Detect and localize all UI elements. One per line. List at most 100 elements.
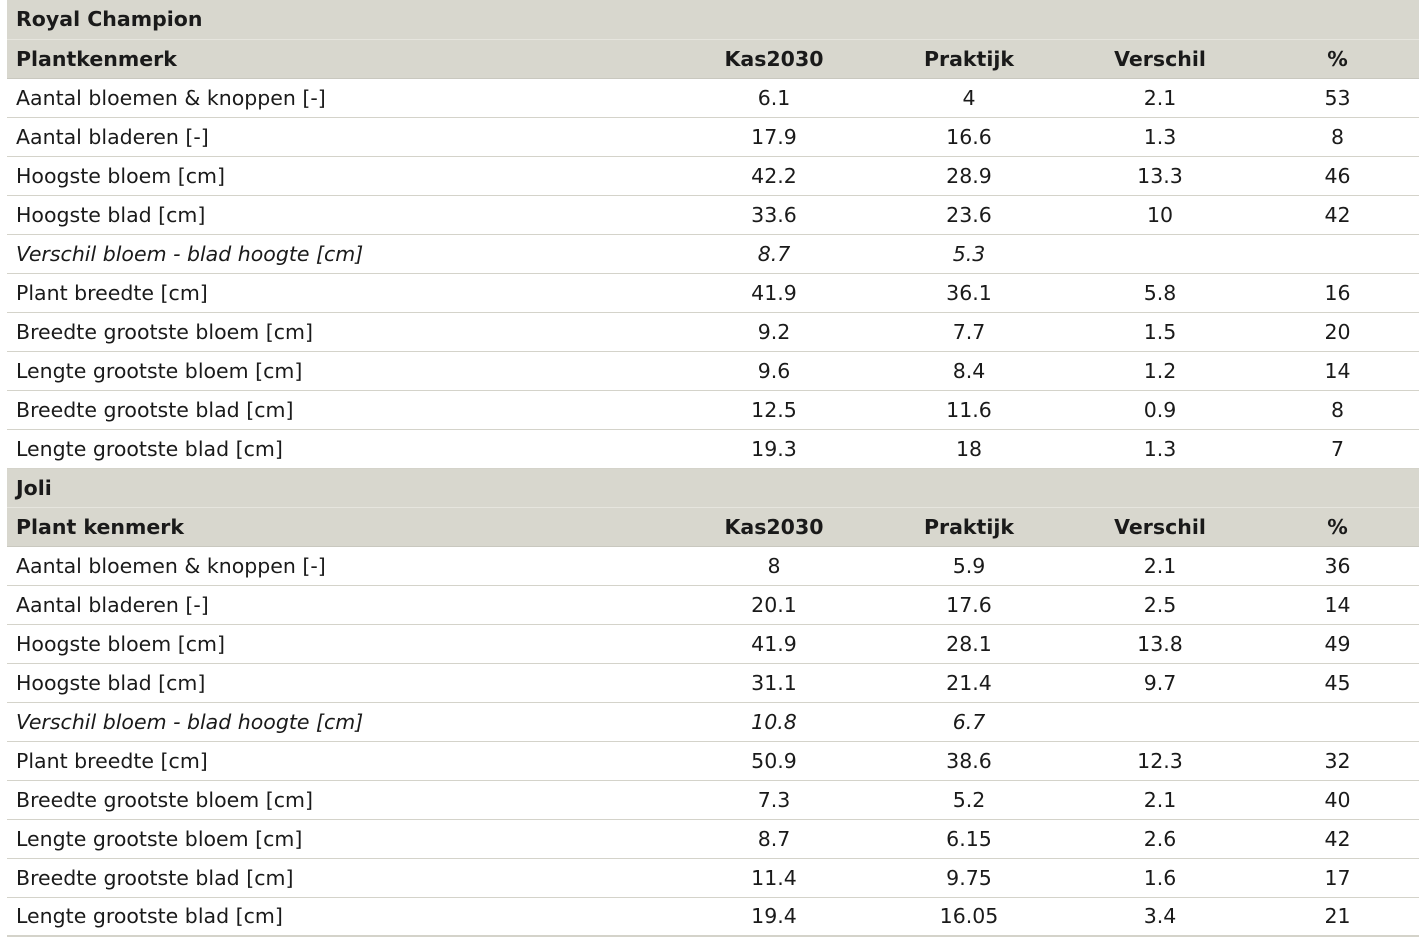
trait-label: Hoogste blad [cm]: [7, 195, 674, 235]
percent-value: 46: [1256, 156, 1420, 196]
table-row: Plant breedte [cm] 50.9 38.6 12.3 32: [7, 741, 1420, 781]
percent-value: 14: [1256, 585, 1420, 625]
section-title-row-joli: Joli: [7, 468, 1420, 508]
verschil-value: 5.8: [1064, 273, 1256, 313]
praktijk-value: 16.05: [874, 897, 1064, 937]
kas2030-value: 8: [674, 546, 874, 586]
praktijk-value: 4: [874, 78, 1064, 118]
header-trait: Plantkenmerk: [7, 39, 674, 79]
kas2030-value: 8.7: [674, 234, 874, 274]
praktijk-value: 38.6: [874, 741, 1064, 781]
table-row: Breedte grootste blad [cm] 12.5 11.6 0.9 8: [7, 390, 1420, 430]
header-verschil: Verschil: [1064, 39, 1256, 79]
percent-value: 36: [1256, 546, 1420, 586]
percent-value: 7: [1256, 429, 1420, 469]
section-title-row-royal-champion: Royal Champion: [7, 0, 1420, 40]
trait-label: Verschil bloem - blad hoogte [cm]: [7, 234, 674, 274]
percent-value: 53: [1256, 78, 1420, 118]
trait-label: Aantal bladeren [-]: [7, 117, 674, 157]
percent-value: 49: [1256, 624, 1420, 664]
verschil-value: 1.2: [1064, 351, 1256, 391]
verschil-value: 12.3: [1064, 741, 1256, 781]
praktijk-value: 7.7: [874, 312, 1064, 352]
column-header-row: Plant kenmerk Kas2030 Praktijk Verschil%: [7, 507, 1420, 547]
table-row: Lengte grootste bloem [cm] 9.6 8.4 1.2 14: [7, 351, 1420, 391]
kas2030-value: 7.3: [674, 780, 874, 820]
verschil-value: [1064, 234, 1256, 274]
trait-label: Hoogste bloem [cm]: [7, 624, 674, 664]
table-row: Hoogste bloem [cm] 42.2 28.9 13.3 46: [7, 156, 1420, 196]
table-row: Lengte grootste blad [cm] 19.3 18 1.3 7: [7, 429, 1420, 469]
kas2030-value: 33.6: [674, 195, 874, 235]
praktijk-value: 17.6: [874, 585, 1064, 625]
table-row: Hoogste bloem [cm] 41.9 28.1 13.8 49: [7, 624, 1420, 664]
table-row: Aantal bladeren [-] 17.9 16.6 1.3 8: [7, 117, 1420, 157]
trait-label: Hoogste bloem [cm]: [7, 156, 674, 196]
trait-label: Breedte grootste blad [cm]: [7, 858, 674, 898]
plant-traits-table: Royal Champion Plantkenmerk Kas2030 Praktij…: [7, 0, 1420, 937]
praktijk-value: 23.6: [874, 195, 1064, 235]
header-percent: %: [1256, 507, 1420, 547]
kas2030-value: 6.1: [674, 78, 874, 118]
kas2030-value: 31.1: [674, 663, 874, 703]
praktijk-value: 6.7: [874, 702, 1064, 742]
trait-label: Plant breedte [cm]: [7, 273, 674, 313]
verschil-value: 13.3: [1064, 156, 1256, 196]
table-row: Hoogste blad [cm] 31.1 21.4 9.7 45: [7, 663, 1420, 703]
kas2030-value: 20.1: [674, 585, 874, 625]
trait-label: Hoogste blad [cm]: [7, 663, 674, 703]
header-praktijk: Praktijk: [874, 507, 1064, 547]
verschil-value: 13.8: [1064, 624, 1256, 664]
trait-label: Lengte grootste blad [cm]: [7, 429, 674, 469]
header-kas2030: Kas2030: [674, 507, 874, 547]
percent-value: 32: [1256, 741, 1420, 781]
table-row: Plant breedte [cm] 41.9 36.1 5.8 16: [7, 273, 1420, 313]
header-verschil: Verschil: [1064, 507, 1256, 547]
section-title: Joli: [7, 468, 1420, 508]
verschil-value: 2.1: [1064, 78, 1256, 118]
header-trait: Plant kenmerk: [7, 507, 674, 547]
trait-label: Breedte grootste bloem [cm]: [7, 312, 674, 352]
kas2030-value: 50.9: [674, 741, 874, 781]
kas2030-value: 8.7: [674, 819, 874, 859]
trait-label: Lengte grootste bloem [cm]: [7, 819, 674, 859]
kas2030-value: 41.9: [674, 624, 874, 664]
praktijk-value: 18: [874, 429, 1064, 469]
percent-value: [1256, 702, 1420, 742]
trait-label: Verschil bloem - blad hoogte [cm]: [7, 702, 674, 742]
praktijk-value: 21.4: [874, 663, 1064, 703]
praktijk-value: 9.75: [874, 858, 1064, 898]
percent-value: [1256, 234, 1420, 274]
verschil-value: 1.3: [1064, 429, 1256, 469]
table-body: Royal Champion Plantkenmerk Kas2030 Praktij…: [7, 0, 1420, 937]
percent-value: 45: [1256, 663, 1420, 703]
verschil-value: 2.5: [1064, 585, 1256, 625]
trait-label: Lengte grootste blad [cm]: [7, 897, 674, 937]
verschil-value: 1.5: [1064, 312, 1256, 352]
table-row: Breedte grootste bloem [cm] 7.3 5.2 2.1 40: [7, 780, 1420, 820]
kas2030-value: 19.4: [674, 897, 874, 937]
verschil-value: 10: [1064, 195, 1256, 235]
percent-value: 40: [1256, 780, 1420, 820]
header-kas2030: Kas2030: [674, 39, 874, 79]
praktijk-value: 8.4: [874, 351, 1064, 391]
verschil-value: 9.7: [1064, 663, 1256, 703]
kas2030-value: 19.3: [674, 429, 874, 469]
section-title: Royal Champion: [7, 0, 1420, 40]
praktijk-value: 28.1: [874, 624, 1064, 664]
column-header-row: Plantkenmerk Kas2030 Praktijk Verschil%: [7, 39, 1420, 79]
trait-label: Aantal bloemen & knoppen [-]: [7, 78, 674, 118]
header-percent: %: [1256, 39, 1420, 79]
trait-label: Breedte grootste blad [cm]: [7, 390, 674, 430]
table-row: Lengte grootste blad [cm] 19.4 16.05 3.4 21: [7, 897, 1420, 937]
verschil-value: 2.1: [1064, 780, 1256, 820]
kas2030-value: 12.5: [674, 390, 874, 430]
kas2030-value: 10.8: [674, 702, 874, 742]
table-row: Hoogste blad [cm] 33.6 23.6 10 42: [7, 195, 1420, 235]
kas2030-value: 9.6: [674, 351, 874, 391]
praktijk-value: 5.2: [874, 780, 1064, 820]
kas2030-value: 9.2: [674, 312, 874, 352]
trait-label: Plant breedte [cm]: [7, 741, 674, 781]
plant-traits-sheet: Royal Champion Plantkenmerk Kas2030 Praktij…: [7, 0, 1420, 937]
praktijk-value: 28.9: [874, 156, 1064, 196]
